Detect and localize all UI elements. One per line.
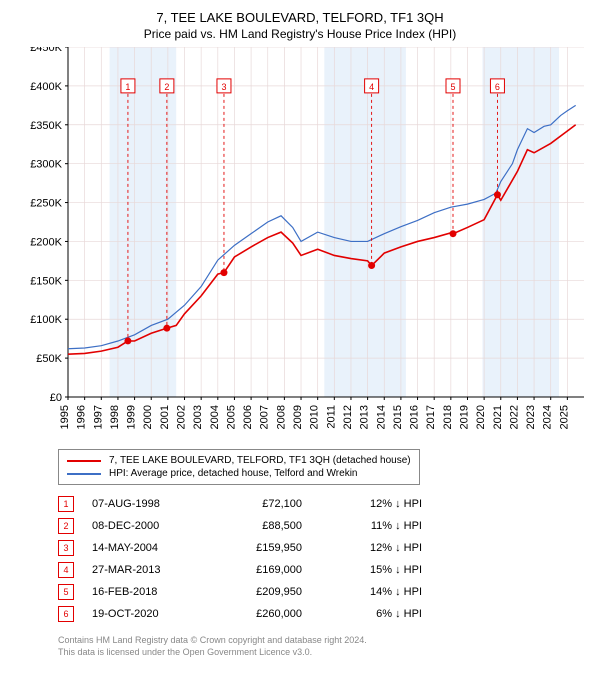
cell-pct: 11% ↓ HPI <box>302 520 422 532</box>
legend-item: HPI: Average price, detached house, Telf… <box>67 467 411 480</box>
svg-text:2003: 2003 <box>192 405 204 429</box>
table-row: 1 07-AUG-1998£72,10012% ↓ HPI <box>58 493 586 515</box>
svg-text:2013: 2013 <box>359 405 371 429</box>
cell-price: £88,500 <box>212 520 302 532</box>
svg-text:2017: 2017 <box>425 405 437 429</box>
cell-pct: 15% ↓ HPI <box>302 564 422 576</box>
cell-pct: 12% ↓ HPI <box>302 542 422 554</box>
cell-price: £159,950 <box>212 542 302 554</box>
svg-text:2001: 2001 <box>159 405 171 429</box>
table-row: 2 08-DEC-2000£88,50011% ↓ HPI <box>58 515 586 537</box>
svg-text:£50K: £50K <box>36 353 62 365</box>
svg-text:2018: 2018 <box>442 405 454 429</box>
svg-text:5: 5 <box>450 82 455 92</box>
svg-text:2010: 2010 <box>309 405 321 429</box>
footer-line: This data is licensed under the Open Gov… <box>58 647 586 659</box>
cell-pct: 14% ↓ HPI <box>302 586 422 598</box>
svg-text:£300K: £300K <box>30 159 62 171</box>
svg-text:2022: 2022 <box>508 405 520 429</box>
marker-icon: 3 <box>58 540 74 556</box>
table-row: 3 14-MAY-2004£159,95012% ↓ HPI <box>58 537 586 559</box>
cell-price: £169,000 <box>212 564 302 576</box>
cell-pct: 6% ↓ HPI <box>302 608 422 620</box>
svg-text:2023: 2023 <box>525 405 537 429</box>
page-subtitle: Price paid vs. HM Land Registry's House … <box>14 27 586 41</box>
svg-text:1995: 1995 <box>59 405 71 429</box>
svg-text:2004: 2004 <box>209 405 221 429</box>
chart: £0 £50K £100K £150K £200K £250K £300K £350K £400… <box>14 47 586 443</box>
svg-text:£150K: £150K <box>30 275 62 287</box>
cell-price: £209,950 <box>212 586 302 598</box>
svg-text:2025: 2025 <box>558 405 570 429</box>
svg-text:2015: 2015 <box>392 405 404 429</box>
transaction-table: 107-AUG-1998£72,10012% ↓ HPI208-DEC-2000… <box>58 493 586 625</box>
marker-icon: 2 <box>58 518 74 534</box>
svg-text:2006: 2006 <box>242 405 254 429</box>
svg-text:£250K: £250K <box>30 198 62 210</box>
svg-text:1: 1 <box>125 82 130 92</box>
cell-date: 27-MAR-2013 <box>92 564 212 576</box>
legend-item: 7, TEE LAKE BOULEVARD, TELFORD, TF1 3QH … <box>67 454 411 467</box>
svg-text:2021: 2021 <box>492 405 504 429</box>
svg-text:2011: 2011 <box>325 405 337 429</box>
svg-text:£200K: £200K <box>30 236 62 248</box>
svg-text:4: 4 <box>369 82 374 92</box>
svg-text:£0: £0 <box>50 392 62 404</box>
svg-text:2014: 2014 <box>375 405 387 429</box>
page-title: 7, TEE LAKE BOULEVARD, TELFORD, TF1 3QH <box>14 10 586 25</box>
cell-price: £72,100 <box>212 498 302 510</box>
legend: 7, TEE LAKE BOULEVARD, TELFORD, TF1 3QH … <box>58 449 420 485</box>
svg-text:1996: 1996 <box>76 405 88 429</box>
footer-line: Contains HM Land Registry data © Crown c… <box>58 635 586 647</box>
svg-text:1998: 1998 <box>109 405 121 429</box>
svg-text:2: 2 <box>164 82 169 92</box>
marker-icon: 4 <box>58 562 74 578</box>
svg-text:£100K: £100K <box>30 314 62 326</box>
table-row: 4 27-MAR-2013£169,00015% ↓ HPI <box>58 559 586 581</box>
cell-date: 08-DEC-2000 <box>92 520 212 532</box>
svg-text:2020: 2020 <box>475 405 487 429</box>
svg-text:6: 6 <box>495 82 500 92</box>
cell-date: 16-FEB-2018 <box>92 586 212 598</box>
svg-text:£450K: £450K <box>30 47 62 54</box>
marker-icon: 1 <box>58 496 74 512</box>
svg-text:1999: 1999 <box>126 405 138 429</box>
cell-price: £260,000 <box>212 608 302 620</box>
svg-text:2009: 2009 <box>292 405 304 429</box>
footer-attribution: Contains HM Land Registry data © Crown c… <box>58 635 586 658</box>
svg-text:£350K: £350K <box>30 120 62 132</box>
svg-text:2007: 2007 <box>259 405 271 429</box>
svg-text:2012: 2012 <box>342 405 354 429</box>
svg-text:2005: 2005 <box>225 405 237 429</box>
svg-text:3: 3 <box>221 82 226 92</box>
svg-text:2000: 2000 <box>142 405 154 429</box>
cell-date: 19-OCT-2020 <box>92 608 212 620</box>
svg-text:2002: 2002 <box>176 405 188 429</box>
cell-date: 07-AUG-1998 <box>92 498 212 510</box>
cell-date: 14-MAY-2004 <box>92 542 212 554</box>
marker-icon: 6 <box>58 606 74 622</box>
svg-text:2008: 2008 <box>275 405 287 429</box>
svg-text:£400K: £400K <box>30 81 62 93</box>
svg-text:2019: 2019 <box>458 405 470 429</box>
svg-text:2024: 2024 <box>542 405 554 429</box>
table-row: 5 16-FEB-2018£209,95014% ↓ HPI <box>58 581 586 603</box>
marker-icon: 5 <box>58 584 74 600</box>
cell-pct: 12% ↓ HPI <box>302 498 422 510</box>
table-row: 6 19-OCT-2020£260,0006% ↓ HPI <box>58 603 586 625</box>
svg-text:2016: 2016 <box>409 405 421 429</box>
svg-text:1997: 1997 <box>92 405 104 429</box>
